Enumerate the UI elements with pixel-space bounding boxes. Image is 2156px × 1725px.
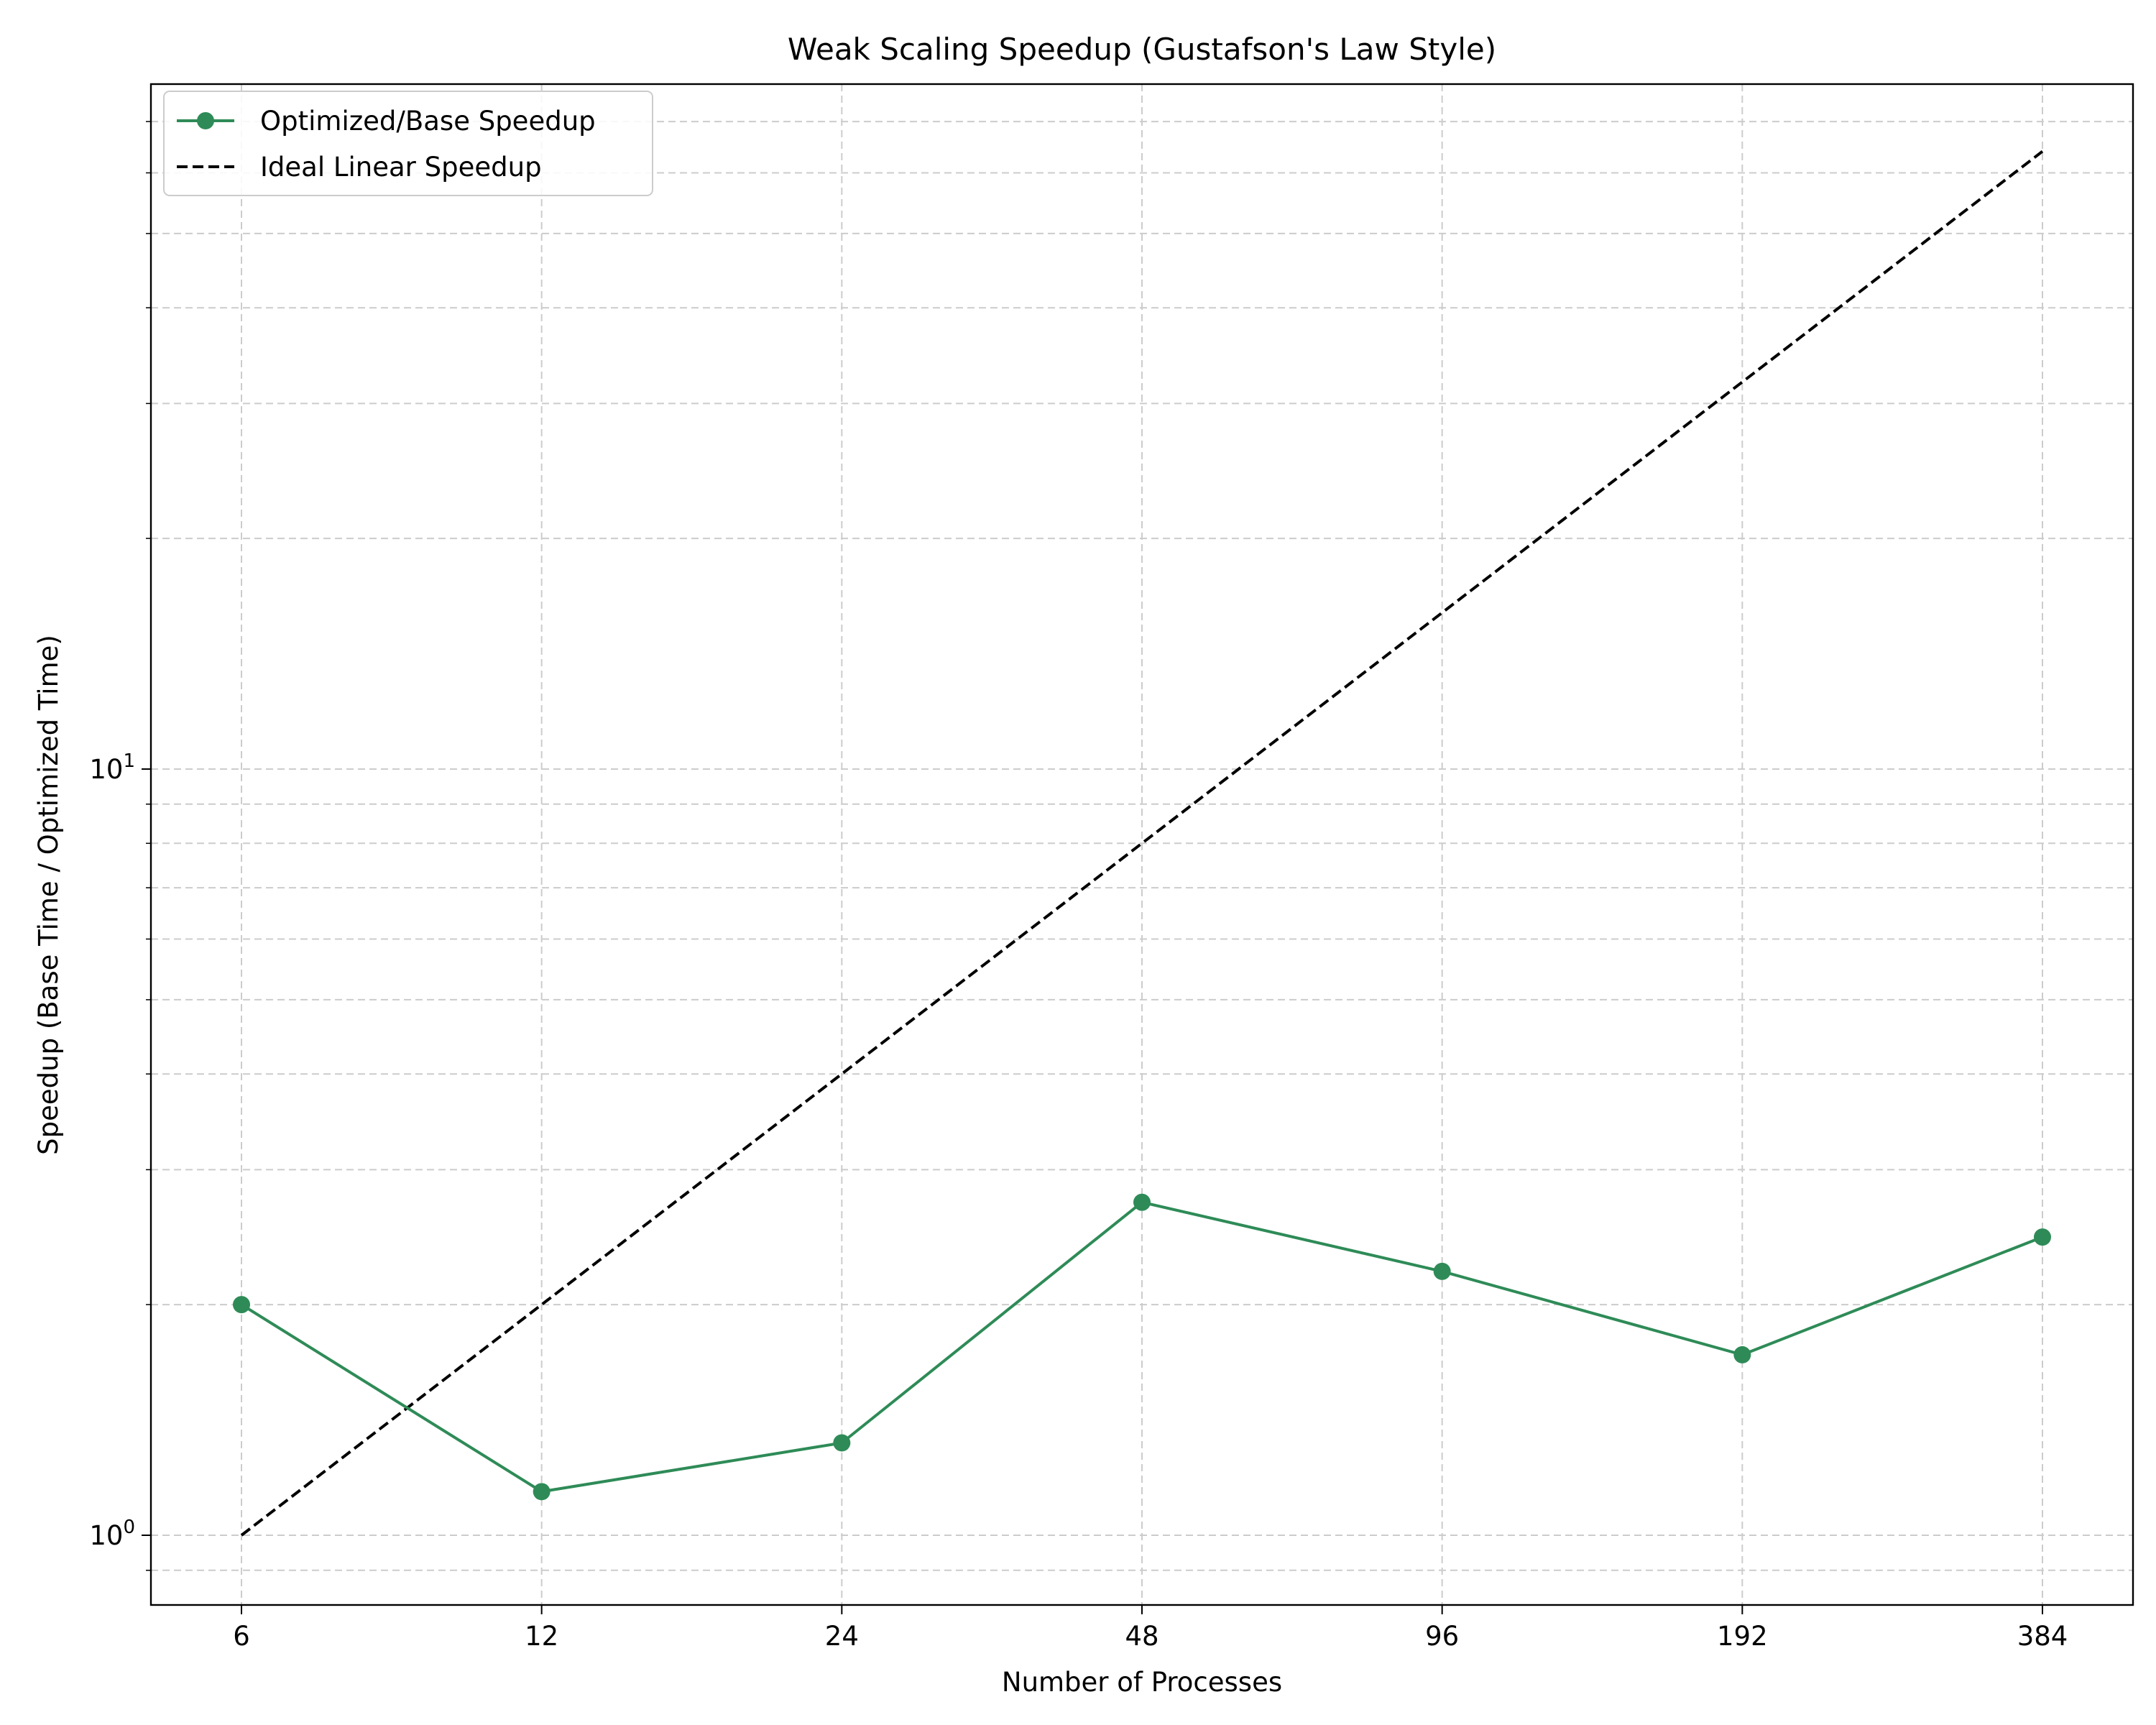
series-layer [233,150,2051,1537]
grid [151,84,2133,1605]
data-point-optimized [233,1296,250,1314]
x-tick-label: 24 [825,1621,859,1652]
legend-label-optimized: Optimized/Base Speedup [260,106,596,137]
data-point-optimized [533,1483,550,1501]
ticks: 6 12 24 48 96 192 384 100 101 [89,121,2068,1652]
legend: Optimized/Base Speedup Ideal Linear Spee… [163,91,653,196]
x-tick-label: 192 [1717,1621,1768,1652]
legend-marker-optimized [197,112,214,129]
data-point-optimized [833,1434,851,1452]
legend-label-ideal: Ideal Linear Speedup [260,152,542,183]
legend-box [163,91,653,196]
data-point-optimized [2034,1228,2051,1246]
chart-title: Weak Scaling Speedup (Gustafson's Law St… [788,32,1496,67]
data-point-optimized [1433,1262,1451,1280]
x-tick-label: 96 [1425,1621,1459,1652]
data-point-optimized [1733,1346,1751,1363]
y-tick-label: 100 [89,1517,135,1551]
y-tick-label: 101 [89,750,135,785]
x-tick-label: 12 [525,1621,558,1652]
x-axis-label: Number of Processes [1002,1667,1282,1698]
y-axis-label: Speedup (Base Time / Optimized Time) [33,635,64,1155]
x-tick-label: 48 [1125,1621,1158,1652]
x-tick-label: 384 [2017,1621,2068,1652]
data-point-optimized [1133,1193,1151,1211]
x-tick-label: 6 [233,1621,250,1652]
